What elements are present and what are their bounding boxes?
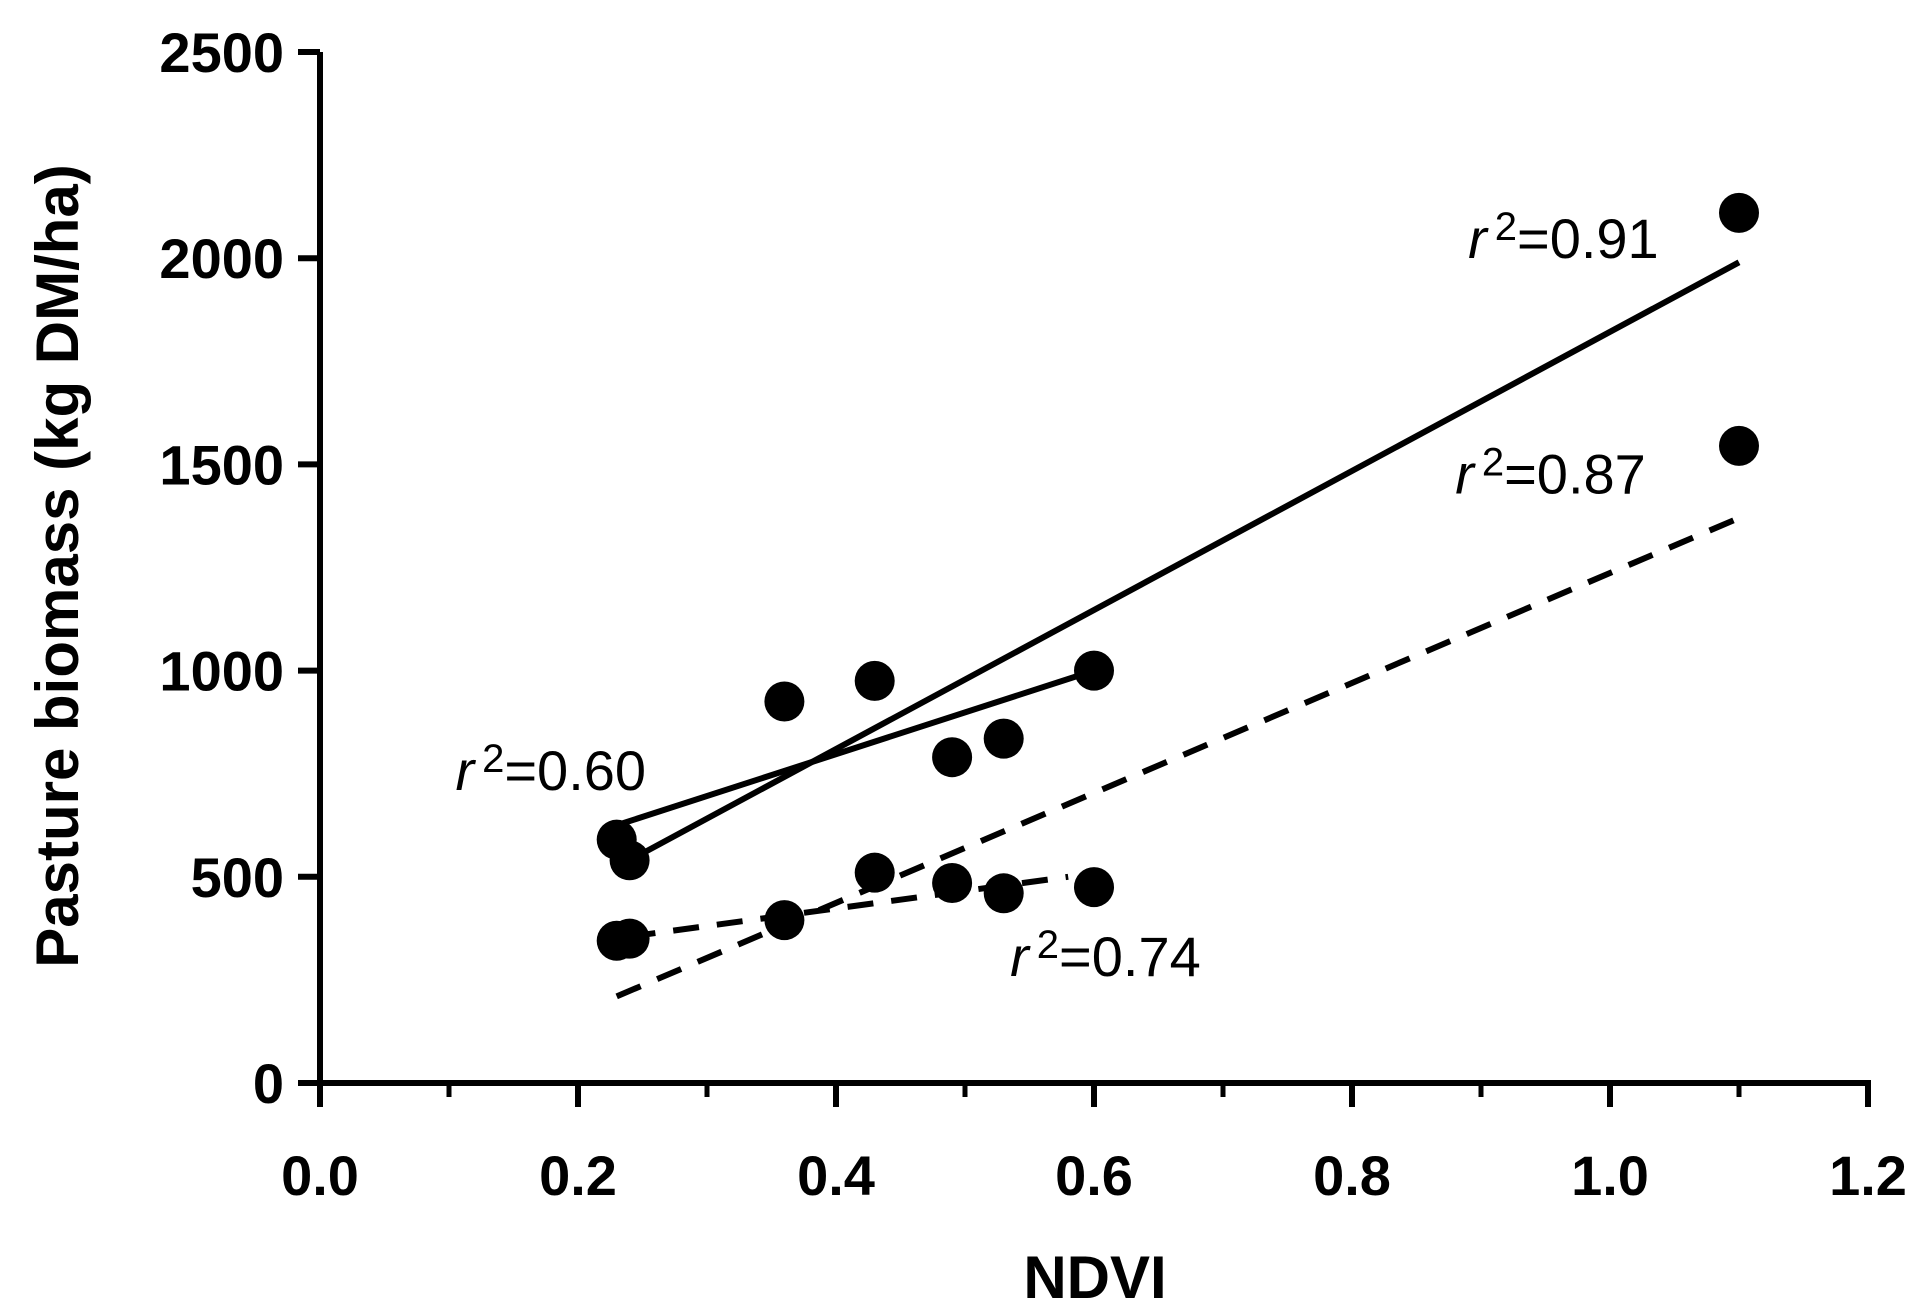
y-axis-title: Pasture biomass (kg DM/ha): [24, 164, 91, 968]
y-tick-label: 1000: [159, 640, 284, 703]
fit-lines: [615, 259, 1741, 1000]
x-axis-title: NDVI: [1023, 1244, 1166, 1311]
y-tick-label: 2500: [159, 21, 284, 84]
lower-data-point: [1719, 425, 1759, 466]
lower-data-point: [932, 862, 973, 903]
y-tick-label: 1500: [159, 433, 284, 496]
fit-line-solid-short: [615, 667, 1095, 829]
fit-line-dashed-long: [615, 515, 1741, 1000]
y-tick-label: 500: [191, 846, 284, 909]
y-tick-label: 0: [253, 1052, 284, 1115]
lower-data-point: [854, 852, 895, 893]
r2-label-solid-long: r 2=0.91: [1468, 205, 1659, 270]
upper-data-point: [983, 718, 1024, 759]
upper-data-point: [1074, 650, 1114, 691]
x-tick-label: 0.2: [539, 1144, 617, 1207]
x-tick-label: 0.0: [281, 1144, 359, 1207]
x-ticks: 0.0 0.2 0.4 0.6 0.8 1.0 1.2: [281, 1083, 1907, 1207]
x-tick-label: 0.4: [797, 1144, 875, 1207]
data-points: [596, 192, 1759, 961]
x-tick-label: 0.6: [1055, 1144, 1133, 1207]
y-tick-label: 2000: [159, 227, 284, 290]
upper-data-point: [609, 840, 650, 881]
upper-data-point: [1719, 192, 1759, 233]
r2-label-dashed-long: r 2=0.87: [1455, 440, 1646, 505]
lower-data-point: [609, 918, 650, 959]
x-tick-label: 1.0: [1571, 1144, 1649, 1207]
r2-labels: r 2=0.60 r 2=0.91 r 2=0.74 r 2=0.87: [455, 205, 1658, 988]
lower-data-point: [764, 900, 805, 941]
lower-data-point: [1074, 867, 1114, 908]
r2-label-dashed-short: r 2=0.74: [1010, 923, 1201, 988]
fit-line-solid-long: [628, 259, 1741, 863]
y-ticks: 0 500 1000 1500 2000 2500: [159, 21, 320, 1115]
upper-data-point: [764, 681, 805, 722]
upper-data-point: [854, 660, 895, 701]
upper-data-point: [932, 737, 973, 778]
x-tick-label: 0.8: [1313, 1144, 1391, 1207]
x-tick-label: 1.2: [1829, 1144, 1907, 1207]
r2-label-solid-short: r 2=0.60: [455, 737, 646, 802]
lower-data-point: [983, 873, 1024, 914]
